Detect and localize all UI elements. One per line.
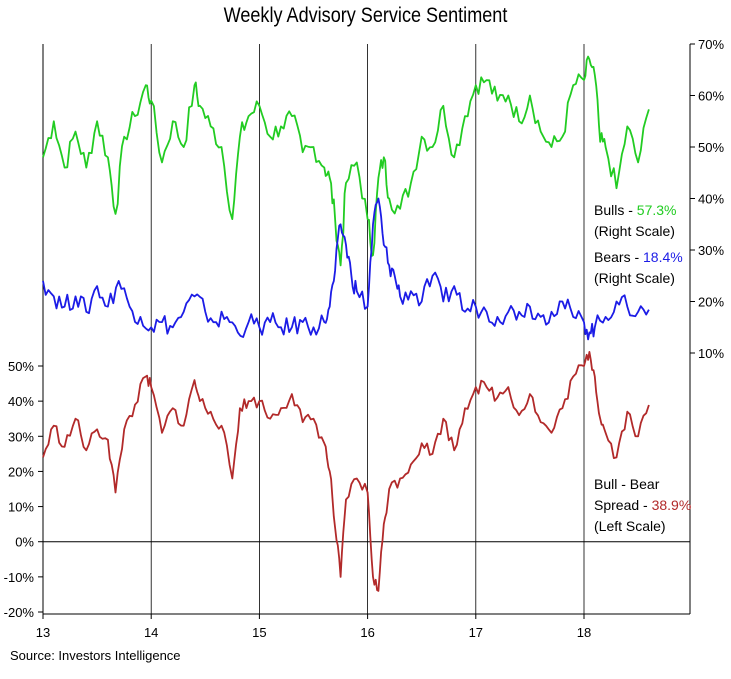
right-tick-label-30: 30% [698, 243, 724, 258]
left-tick-label-50: 50% [8, 359, 34, 374]
bulls-annotation: Bulls - 57.3% (Right Scale) [594, 200, 677, 242]
series-line-bull-bear-spread [42, 351, 650, 592]
left-tick-label-20: 20% [8, 464, 34, 479]
right-tick-label-70: 70% [698, 37, 724, 52]
bears-annotation: Bears - 18.4% (Right Scale) [594, 247, 683, 289]
series-line-bulls [42, 55, 650, 267]
right-tick-label-40: 40% [698, 192, 724, 207]
bulls-label: Bulls - [594, 202, 637, 218]
right-tick-label-60: 60% [698, 89, 724, 104]
bulls-value: 57.3% [636, 202, 677, 218]
right-tick-label-20: 20% [698, 295, 724, 310]
spread-annotation: Bull - Bear Spread - 38.9% (Left Scale) [594, 474, 691, 537]
right-tick-label-10: 10% [698, 346, 724, 361]
chart-title: Weekly Advisory Service Sentiment [223, 4, 508, 27]
bulls-scale: (Right Scale) [594, 223, 675, 239]
x-tick-label-18: 18 [577, 625, 591, 640]
x-tick-label-15: 15 [252, 625, 266, 640]
left-tick-label-0: 0% [15, 535, 34, 550]
x-tick-label-16: 16 [360, 625, 374, 640]
spread-label-line2: Spread - [594, 497, 652, 513]
spread-label-line1: Bull - Bear [594, 476, 660, 492]
left-tick-label-40: 40% [8, 394, 34, 409]
x-tick-label-13: 13 [36, 625, 50, 640]
x-tick-label-17: 17 [469, 625, 483, 640]
right-tick-label-50: 50% [698, 140, 724, 155]
series-line-bears [42, 197, 650, 341]
bears-value: 18.4% [643, 249, 683, 265]
left-tick-label--10: -10% [4, 570, 35, 585]
bears-scale: (Right Scale) [594, 270, 675, 286]
left-tick-label-30: 30% [8, 429, 34, 444]
spread-value: 38.9% [651, 497, 692, 513]
spread-scale: (Left Scale) [594, 518, 666, 534]
x-tick-label-14: 14 [144, 625, 158, 640]
left-tick-label-10: 10% [8, 500, 34, 515]
left-tick-label--20: -20% [4, 605, 35, 620]
bears-label: Bears - [594, 249, 644, 265]
source-note: Source: Investors Intelligence [10, 648, 181, 663]
